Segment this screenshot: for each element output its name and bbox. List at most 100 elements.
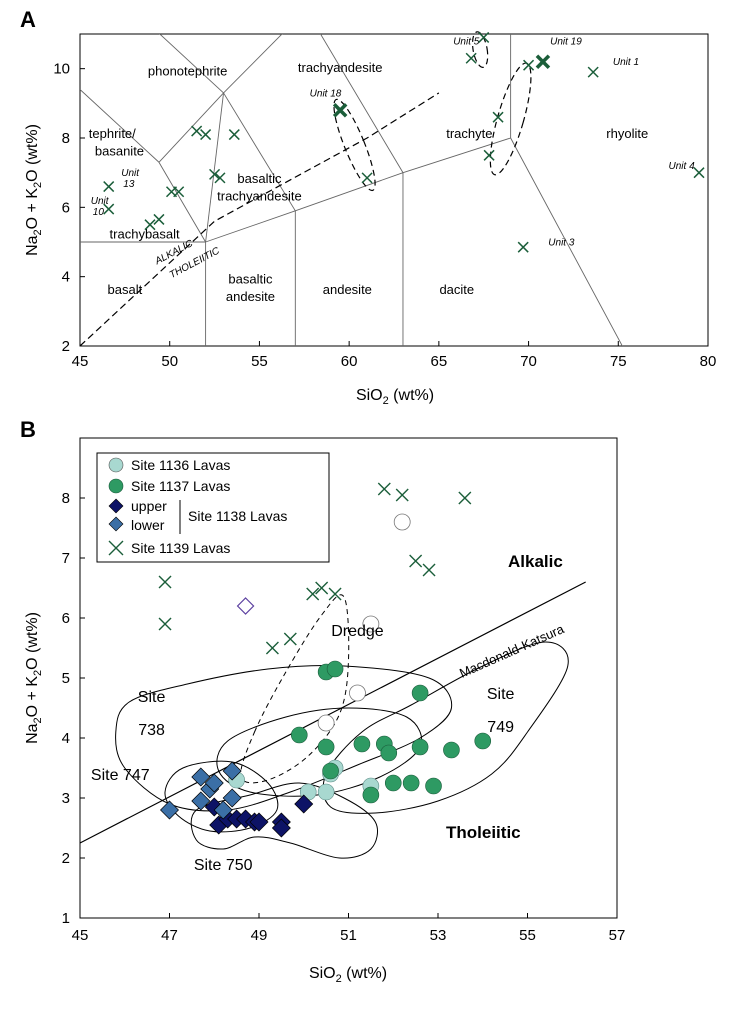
legend-box bbox=[96, 452, 330, 563]
unit-label: Unit 5 bbox=[453, 36, 480, 47]
site-1137-point bbox=[411, 684, 429, 702]
y-tick-label: 8 bbox=[62, 130, 70, 147]
unit-cross-bold bbox=[332, 102, 348, 118]
y-tick-label: 10 bbox=[53, 61, 70, 78]
tas-field-label: basanite bbox=[95, 143, 144, 158]
x-tick-label: 55 bbox=[251, 353, 268, 370]
legend-marker-lower bbox=[108, 516, 124, 532]
tas-field-label: basalt bbox=[108, 282, 143, 297]
site-1137-point bbox=[380, 744, 398, 762]
y-tick-label: 4 bbox=[62, 269, 70, 286]
field-boundary-segment bbox=[80, 89, 160, 163]
unit-cross bbox=[693, 167, 705, 179]
y-tick-label: 2 bbox=[62, 338, 70, 355]
x-tick-label: 51 bbox=[340, 927, 357, 944]
unit-cross bbox=[173, 186, 185, 198]
unit-label: Unit 13 bbox=[121, 168, 140, 190]
panel-b-points bbox=[158, 482, 492, 838]
macdonald-katsura-line bbox=[80, 581, 586, 844]
unit-label: Unit 18 bbox=[310, 88, 342, 99]
site-1137-point bbox=[353, 735, 371, 753]
site-1137-point bbox=[402, 774, 420, 792]
y-tick-label: 6 bbox=[62, 610, 70, 627]
site-747-outline bbox=[164, 760, 279, 833]
site-1139-point bbox=[158, 575, 172, 589]
open-diamond-point bbox=[236, 597, 255, 615]
y-tick-label: 4 bbox=[62, 730, 70, 747]
legend-label-site1139: Site 1139 Lavas bbox=[131, 540, 230, 556]
x-tick-label: 45 bbox=[72, 927, 89, 944]
tas-field-label: trachyandesite bbox=[298, 60, 383, 75]
site-1137-point bbox=[474, 732, 492, 750]
tas-field-label: dacite bbox=[439, 282, 474, 297]
tas-field-label: trachybasalt bbox=[110, 227, 180, 242]
field-boundary-segment bbox=[205, 210, 296, 243]
x-tick-label: 50 bbox=[161, 353, 178, 370]
unit-5-group-outline bbox=[471, 31, 489, 68]
y-tick-label: 8 bbox=[62, 490, 70, 507]
open-circle-point bbox=[362, 615, 380, 633]
unit-cross bbox=[478, 31, 490, 43]
macdonald-katsura-line-path bbox=[80, 581, 586, 844]
panel-a-y-ticks: 2 4 6 8 10 bbox=[53, 61, 85, 355]
panel-a-x-axis-label: SiO2 (wt%) bbox=[356, 387, 434, 407]
legend-label-site1138: Site 1138 Lavas bbox=[188, 508, 287, 524]
unit-cross bbox=[209, 168, 221, 180]
unit-cross-bold bbox=[535, 54, 551, 70]
field-boundary-segment bbox=[158, 162, 206, 243]
tas-field-boundaries bbox=[80, 34, 623, 346]
unit-label: Unit 4 bbox=[669, 161, 696, 172]
macdonald-katsura-label: Macdonald-Katsura bbox=[457, 621, 567, 681]
y-tick-label: 3 bbox=[62, 790, 70, 807]
unit-groupings bbox=[333, 31, 532, 192]
site-750-outline bbox=[190, 782, 378, 859]
unit-cross bbox=[103, 181, 115, 193]
site-1138-lower-point bbox=[160, 800, 179, 820]
legend: Site 1136 Lavas Site 1137 Lavas upper lo… bbox=[96, 452, 330, 563]
alkalic-tholeiitic-dashed-line bbox=[80, 92, 440, 346]
unit-18-group-outline bbox=[333, 98, 376, 192]
legend-marker-upper bbox=[108, 498, 124, 514]
site-region-label: Site bbox=[487, 686, 515, 703]
legend-marker-site1137 bbox=[108, 478, 124, 494]
x-tick-label: 60 bbox=[341, 353, 358, 370]
legend-marker-site1136 bbox=[108, 457, 124, 473]
site-1137-point bbox=[425, 777, 442, 795]
unit-cross bbox=[492, 111, 504, 123]
panel-b-letter: B bbox=[20, 417, 36, 442]
x-tick-label: 45 bbox=[72, 353, 89, 370]
legend-label-upper: upper bbox=[131, 498, 167, 514]
panel-a-y-axis-label: Na2O + K2O (wt%) bbox=[24, 124, 44, 256]
field-boundary-segment bbox=[223, 34, 283, 94]
site-region-label: 749 bbox=[487, 719, 514, 736]
x-tick-label: 70 bbox=[520, 353, 537, 370]
unit-cross bbox=[523, 59, 535, 71]
y-tick-label: 2 bbox=[62, 850, 70, 867]
panel-a-points bbox=[103, 31, 705, 253]
site-1139-point bbox=[283, 632, 297, 646]
site-1139-point bbox=[306, 587, 320, 601]
site-1139-point bbox=[328, 587, 342, 601]
field-boundary-segment bbox=[205, 92, 224, 243]
site-region-label: Dredge bbox=[331, 623, 384, 640]
field-boundary-segment bbox=[319, 34, 404, 173]
panel-b-x-axis-label: SiO2 (wt%) bbox=[309, 965, 387, 985]
site-region-label: 738 bbox=[138, 722, 165, 739]
panel-a-letter: A bbox=[20, 7, 36, 32]
unit-label: Unit 19 bbox=[550, 36, 582, 47]
field-boundary-segment bbox=[223, 92, 296, 212]
site-1137-point bbox=[443, 741, 460, 759]
tholeiitic-label: Tholeiitic bbox=[446, 823, 521, 842]
site-1138-upper-point bbox=[271, 818, 291, 838]
site-1139-point bbox=[158, 617, 172, 631]
x-tick-label: 57 bbox=[609, 927, 626, 944]
site-1137-point bbox=[362, 786, 380, 804]
alkalic-label: Alkalic bbox=[508, 552, 563, 571]
unit-label: Unit 3 bbox=[548, 237, 575, 248]
unit-cross bbox=[228, 129, 240, 141]
unit-cross bbox=[517, 241, 529, 253]
legend-label-site1136: Site 1136 Lavas bbox=[131, 457, 230, 473]
tas-field-label: phonotephrite bbox=[148, 64, 228, 79]
